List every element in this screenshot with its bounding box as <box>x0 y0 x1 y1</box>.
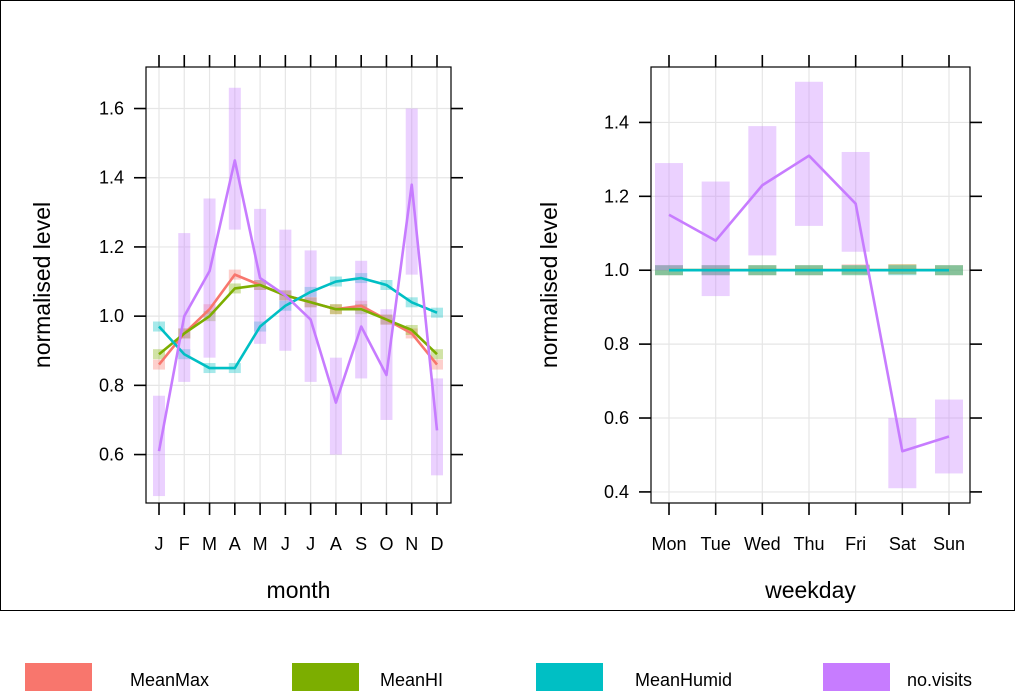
legend-swatch <box>25 663 92 691</box>
ci-band-novisits <box>228 87 241 230</box>
x-tick-label: D <box>431 534 444 554</box>
legend-item-meanhi: MeanHI <box>292 663 443 691</box>
x-tick-label: J <box>155 534 164 554</box>
ci-band-novisits <box>355 260 368 379</box>
x-tick-label: M <box>202 534 217 554</box>
ci-band-novisits <box>748 126 777 256</box>
x-tick-label: A <box>330 534 342 554</box>
x-axis-title: month <box>267 577 331 603</box>
ci-band-novisits <box>655 163 683 271</box>
y-tick-label: 1.4 <box>99 168 124 188</box>
x-tick-label: S <box>355 534 367 554</box>
x-tick-label: N <box>405 534 418 554</box>
x-tick-label: F <box>179 534 190 554</box>
x-tick-label: Sun <box>933 534 965 554</box>
y-tick-label: 0.8 <box>99 375 124 395</box>
x-tick-label: Fri <box>845 534 866 554</box>
series-novisits <box>157 159 439 452</box>
plot-frame <box>650 66 971 504</box>
ci-band-novisits <box>304 250 317 382</box>
x-tick-label: Sat <box>889 534 916 554</box>
y-tick-label: 1.2 <box>604 186 629 206</box>
x-tick-label: Tue <box>700 534 730 554</box>
legend-label: MeanHumid <box>635 670 732 690</box>
ci-band-novisits <box>380 309 393 420</box>
x-tick-label: J <box>306 534 315 554</box>
series-novisits <box>668 154 950 453</box>
series-meanhumid <box>158 276 438 370</box>
legend-item-meanhumid: MeanHumid <box>536 663 732 691</box>
ticks: J F M A M J J A S O N D0.60.81.01.21.41.6 <box>99 55 463 554</box>
legend: MeanMax MeanHI MeanHumid no.visits <box>25 663 972 691</box>
x-tick-label: A <box>229 534 241 554</box>
x-tick-label: Thu <box>793 534 824 554</box>
y-tick-label: 0.8 <box>604 334 629 354</box>
legend-label: MeanHI <box>380 670 443 690</box>
legend-label: MeanMax <box>130 670 209 690</box>
grid <box>146 67 451 503</box>
y-tick-label: 1.4 <box>604 112 629 132</box>
panel-2: Mon Tue Wed Thu Fri Sat Sun 0.4 0.6 0.8 1.0 1.2 1.4 w… <box>536 55 982 603</box>
series-line <box>157 159 439 452</box>
y-tick-label: 0.6 <box>99 445 124 465</box>
y-tick-label: 0.4 <box>604 482 629 502</box>
y-tick-label: 1.0 <box>99 306 124 326</box>
grid <box>651 67 970 503</box>
ci-band-novisits <box>279 229 292 351</box>
ticks: Mon Tue Wed Thu Fri Sat Sun 0.4 0.6 0.8 1.0 1.2 1.4 <box>604 55 982 554</box>
plot-frame <box>145 66 452 504</box>
x-tick-label: O <box>379 534 393 554</box>
legend-label: no.visits <box>907 670 972 690</box>
y-tick-label: 1.6 <box>99 99 124 119</box>
x-tick-label: Wed <box>744 534 781 554</box>
x-tick-label: M <box>253 534 268 554</box>
y-tick-label: 1.0 <box>604 260 629 280</box>
ci-band-novisits <box>888 418 917 489</box>
series-line <box>158 276 438 370</box>
y-axis-title: normalised level <box>536 202 562 368</box>
ci-band-novisits <box>795 81 823 226</box>
x-tick-label: J <box>281 534 290 554</box>
panel-1: J F M A M J J A S O N D0.60.81.01.21.41.6monthnorma… <box>29 55 463 603</box>
legend-swatch <box>292 663 359 691</box>
x-tick-label: Mon <box>651 534 686 554</box>
ci-band-novisits <box>178 233 191 382</box>
y-tick-label: 0.6 <box>604 408 629 428</box>
ci-band-novisits <box>329 357 342 455</box>
plot-background <box>146 67 451 503</box>
legend-swatch <box>536 663 603 691</box>
legend-item-novisits: no.visits <box>823 663 972 691</box>
legend-item-meanmax: MeanMax <box>25 663 209 691</box>
y-tick-label: 1.2 <box>99 237 124 257</box>
plot-background <box>651 67 970 503</box>
y-axis-title: normalised level <box>29 202 55 368</box>
x-axis-title: weekday <box>764 577 856 603</box>
legend-swatch <box>823 663 890 691</box>
